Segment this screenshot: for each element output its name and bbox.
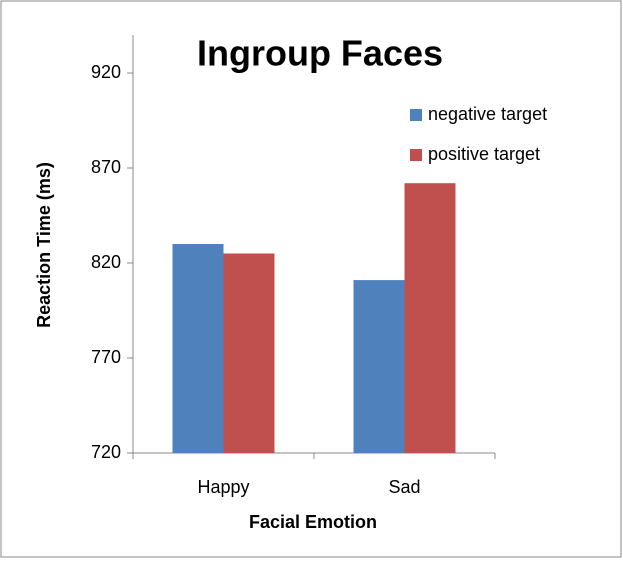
- bar: [223, 253, 275, 453]
- bar: [353, 280, 405, 453]
- legend-swatch: [410, 149, 422, 161]
- legend-swatch: [410, 109, 422, 121]
- y-tick-label: 920: [91, 62, 121, 82]
- x-tick-label: Happy: [197, 477, 249, 497]
- bar: [172, 244, 224, 453]
- legend-label: negative target: [428, 104, 547, 124]
- y-axis-title: Reaction Time (ms): [34, 162, 54, 328]
- x-tick-label: Sad: [388, 477, 420, 497]
- chart-title: Ingroup Faces: [197, 33, 443, 74]
- legend-label: positive target: [428, 144, 540, 164]
- y-tick-label: 770: [91, 347, 121, 367]
- y-tick-label: 820: [91, 252, 121, 272]
- x-axis-title: Facial Emotion: [249, 512, 377, 532]
- y-tick-label: 870: [91, 157, 121, 177]
- bar: [404, 183, 456, 453]
- y-tick-label: 720: [91, 442, 121, 462]
